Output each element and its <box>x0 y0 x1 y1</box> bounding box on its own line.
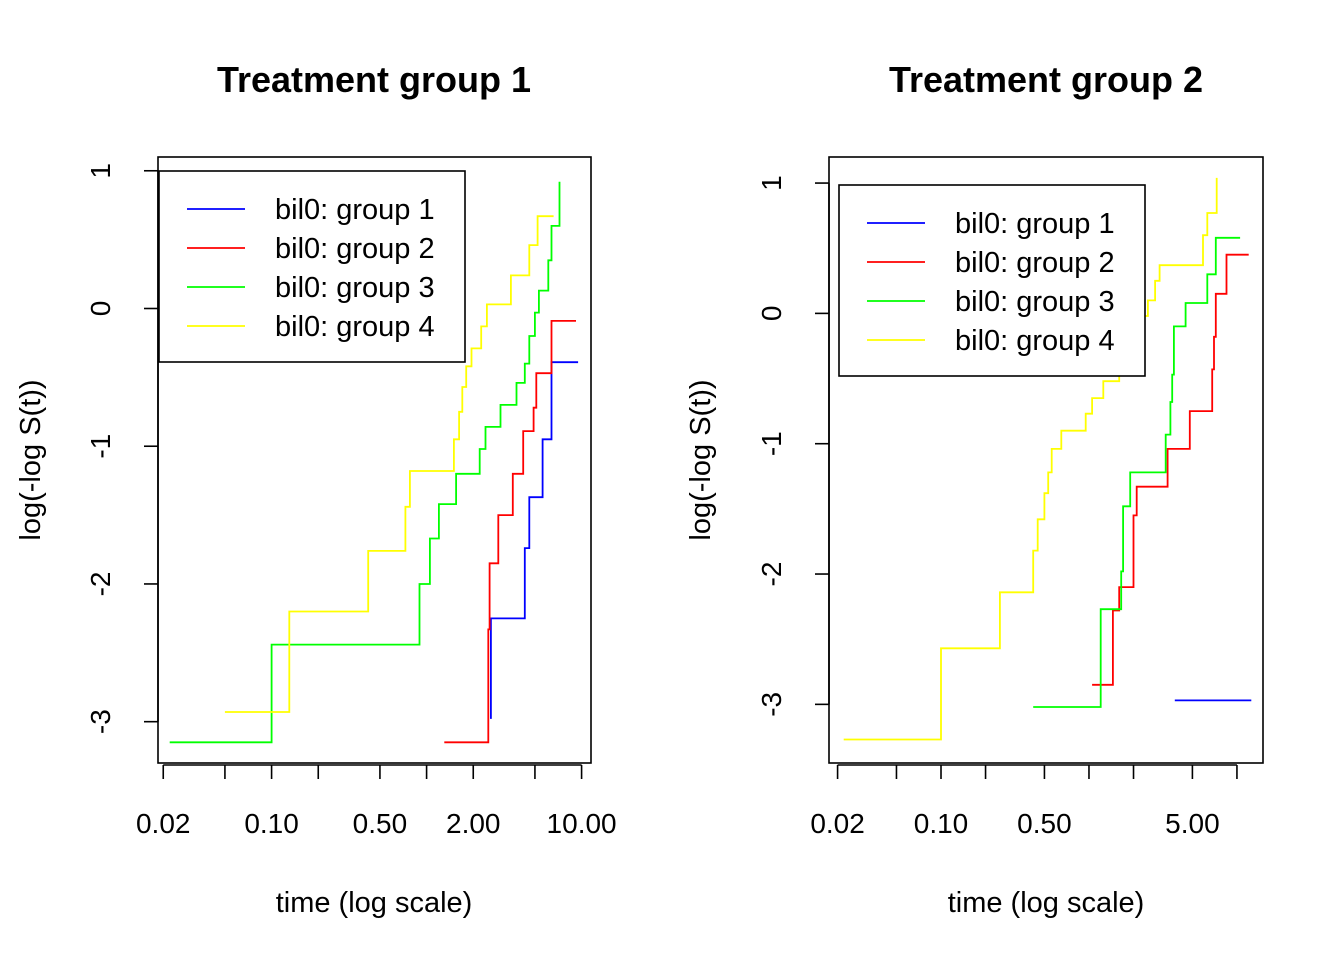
legend-label-1: bil0: group 1 <box>275 194 435 226</box>
y-tick-label: 1 <box>756 175 787 191</box>
legend-label-2: bil0: group 2 <box>955 247 1115 279</box>
x-tick-label: 5.00 <box>1165 808 1220 839</box>
chart-panel-2: Treatment group 2 0.02 0.10 0.50 5.00 -3 -2 -1 0… <box>685 59 1264 919</box>
chart-title: Treatment group 1 <box>217 59 531 100</box>
y-tick-label: -1 <box>85 434 116 459</box>
x-tick-label: 0.02 <box>136 808 191 839</box>
series-line-4 <box>843 177 1218 741</box>
y-axis-label: log(-log S(t)) <box>685 379 717 540</box>
x-tick-label: 2.00 <box>446 808 501 839</box>
y-tick-label: -3 <box>756 692 787 717</box>
legend-label-3: bil0: group 3 <box>275 272 435 304</box>
legend-label-4: bil0: group 4 <box>275 311 435 343</box>
y-tick-label: 1 <box>85 163 116 179</box>
x-tick-label: 0.10 <box>914 808 969 839</box>
legend-box <box>838 184 1146 377</box>
x-tick-label: 0.50 <box>353 808 408 839</box>
y-axis-label: log(-log S(t)) <box>15 379 47 540</box>
series-line-1 <box>490 361 579 719</box>
x-tick-label: 0.10 <box>244 808 299 839</box>
y-tick-label: -2 <box>85 572 116 597</box>
chart-panel-1: Treatment group 1 0.02 0.10 0.50 2.00 10.00 -3… <box>15 59 617 919</box>
legend-label-4: bil0: group 4 <box>955 325 1115 357</box>
y-tick-label: -1 <box>756 431 787 456</box>
x-tick-label: 0.02 <box>810 808 865 839</box>
legend-label-3: bil0: group 3 <box>955 286 1115 318</box>
series-line-2 <box>1092 253 1249 686</box>
x-tick-label: 0.50 <box>1017 808 1072 839</box>
legend-label-2: bil0: group 2 <box>275 233 435 265</box>
series-line-2 <box>444 320 576 744</box>
x-axis-label: time (log scale) <box>948 887 1145 919</box>
y-tick-label: -3 <box>85 709 116 734</box>
legend-label-1: bil0: group 1 <box>955 208 1115 240</box>
y-tick-label: -2 <box>756 562 787 587</box>
x-tick-label: 10.00 <box>547 808 617 839</box>
x-axis-label: time (log scale) <box>276 887 473 919</box>
series-line-4 <box>224 215 554 713</box>
y-tick-label: 0 <box>756 306 787 322</box>
legend: bil0: group 1 bil0: group 2 bil0: group 3 b… <box>158 170 466 363</box>
y-tick-label: 0 <box>85 301 116 317</box>
legend: bil0: group 1 bil0: group 2 bil0: group 3 b… <box>838 184 1146 377</box>
series-line-3 <box>169 181 561 744</box>
chart-title: Treatment group 2 <box>889 59 1203 100</box>
series-line-3 <box>1033 236 1241 708</box>
legend-box <box>158 170 466 363</box>
